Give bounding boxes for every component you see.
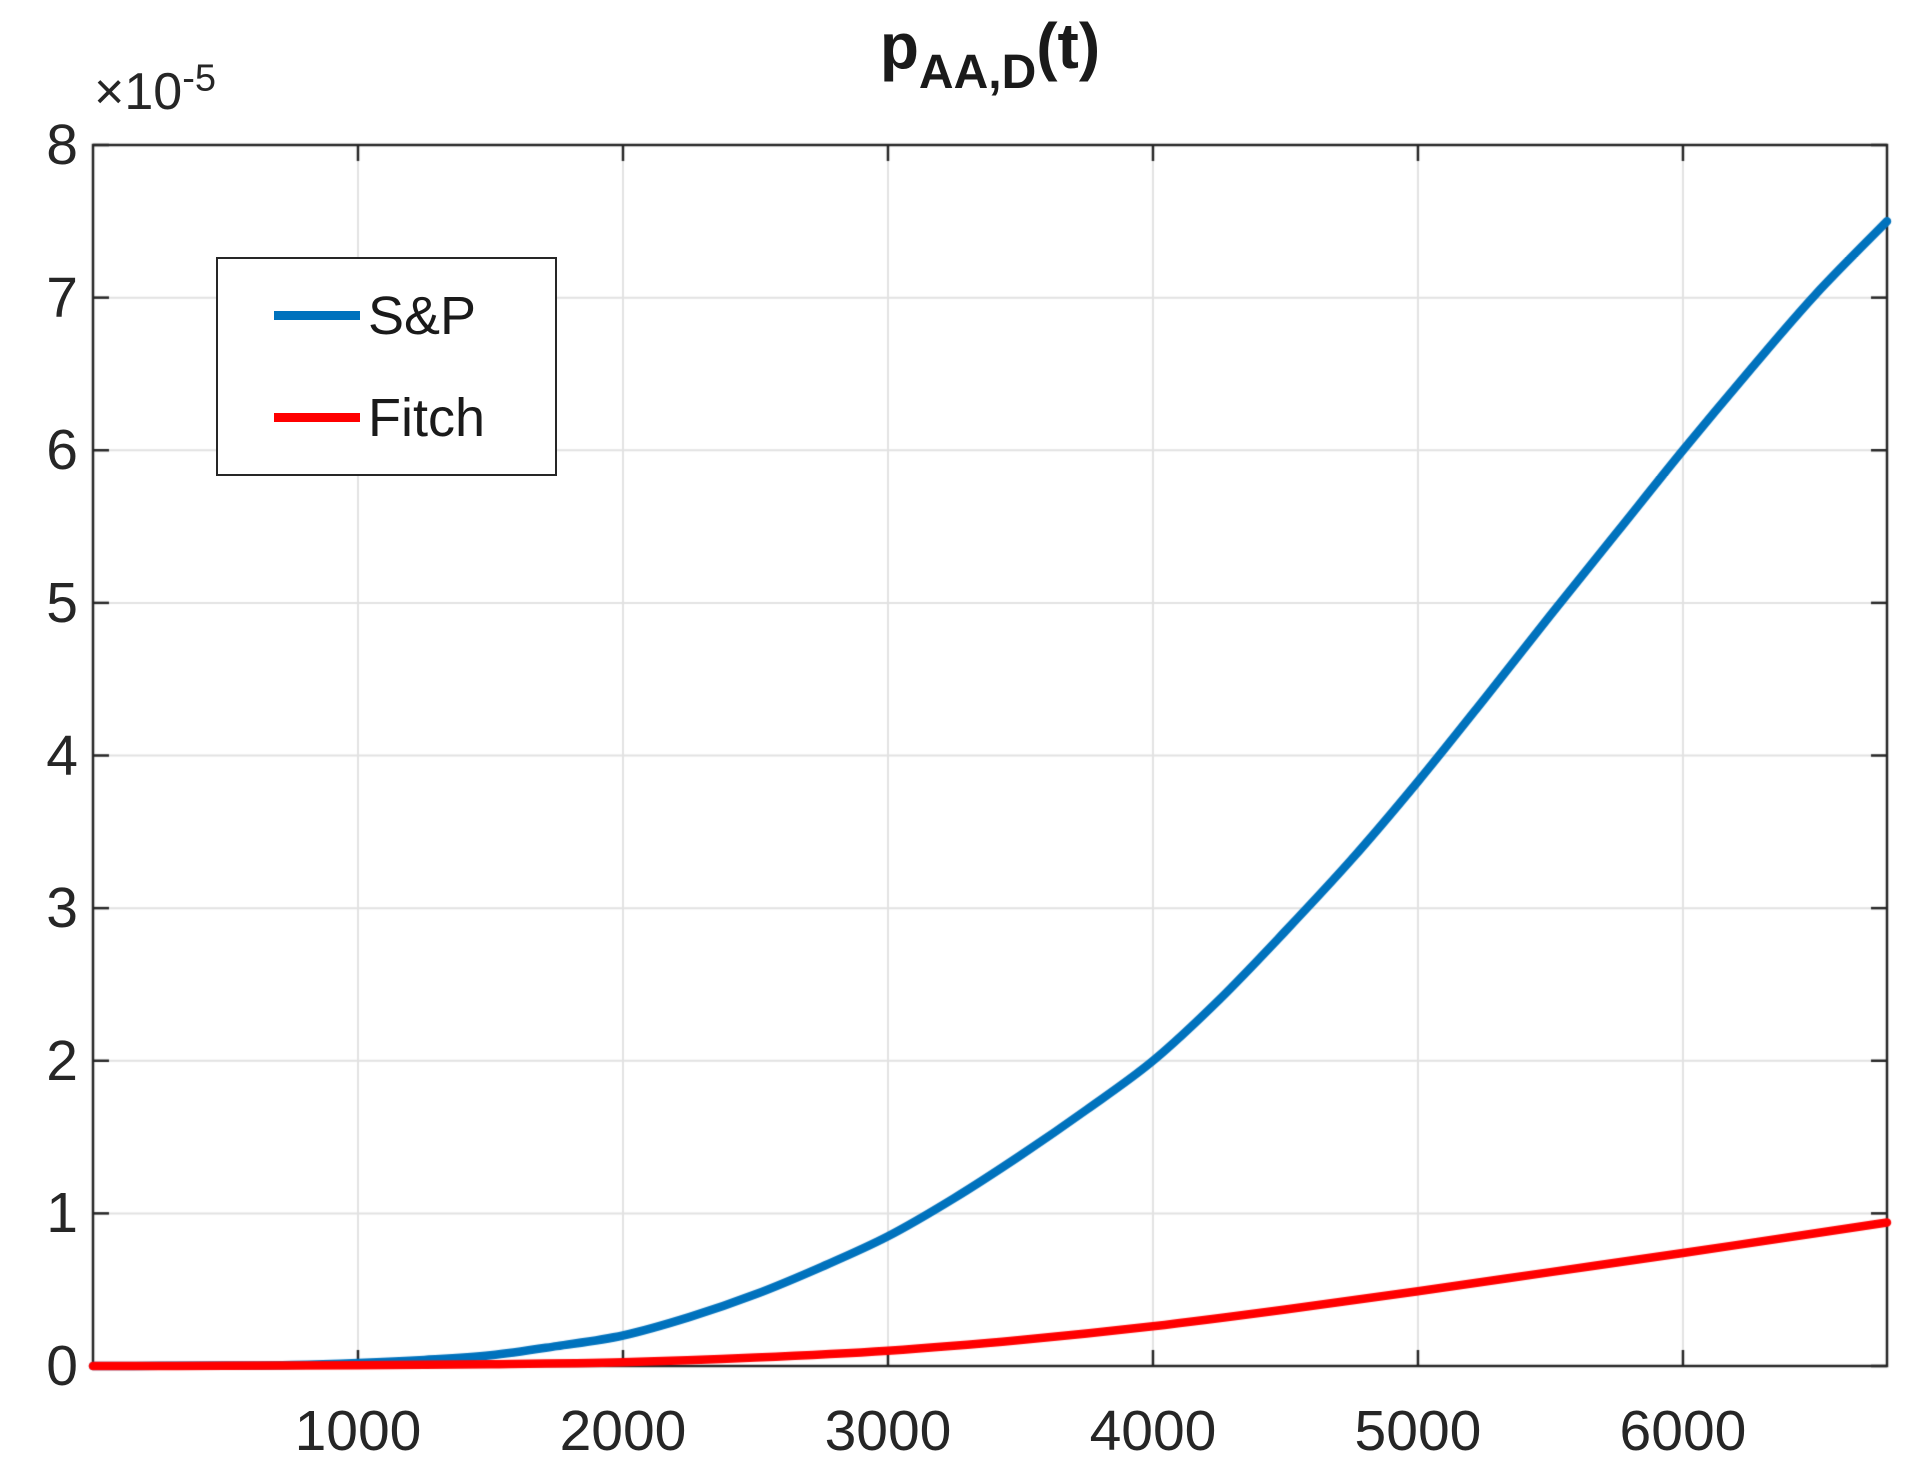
- x-tick-label: 5000: [1354, 1399, 1482, 1463]
- x-tick-label: 6000: [1619, 1399, 1747, 1463]
- legend-entry-sp: S&P: [274, 288, 555, 344]
- y-tick-label: 0: [46, 1334, 78, 1398]
- y-tick-label: 6: [46, 418, 78, 483]
- chart-title-subscript: AA,D: [918, 46, 1037, 99]
- y-tick-label: 1: [46, 1181, 78, 1246]
- y-tick-label: 3: [46, 876, 78, 941]
- chart-title-base: p: [879, 10, 919, 82]
- legend-line-swatch-sp: [274, 311, 360, 320]
- y-axis-multiplier-exponent: -5: [182, 57, 217, 100]
- legend-label-fitch: Fitch: [368, 387, 486, 448]
- y-axis-multiplier-base: ×10: [94, 63, 183, 121]
- x-tick-label: 2000: [559, 1399, 687, 1463]
- y-tick-label: 4: [46, 723, 78, 788]
- y-tick-label: 5: [46, 570, 78, 635]
- legend-line-swatch-fitch: [274, 413, 360, 422]
- y-tick-label: 8: [46, 113, 78, 177]
- y-tick-label: 2: [46, 1028, 78, 1093]
- legend: S&P Fitch: [216, 257, 557, 476]
- legend-entry-fitch: Fitch: [274, 390, 555, 446]
- y-axis-multiplier: ×10-5: [94, 60, 216, 121]
- legend-label-sp: S&P: [368, 285, 477, 346]
- y-tick-label: 7: [46, 265, 78, 330]
- x-tick-label: 1000: [294, 1399, 422, 1463]
- chart-title-suffix: (t): [1036, 10, 1101, 82]
- x-tick-label: 4000: [1089, 1399, 1217, 1463]
- x-tick-label: 3000: [824, 1399, 952, 1463]
- chart-title: pAA,D(t): [879, 6, 1101, 99]
